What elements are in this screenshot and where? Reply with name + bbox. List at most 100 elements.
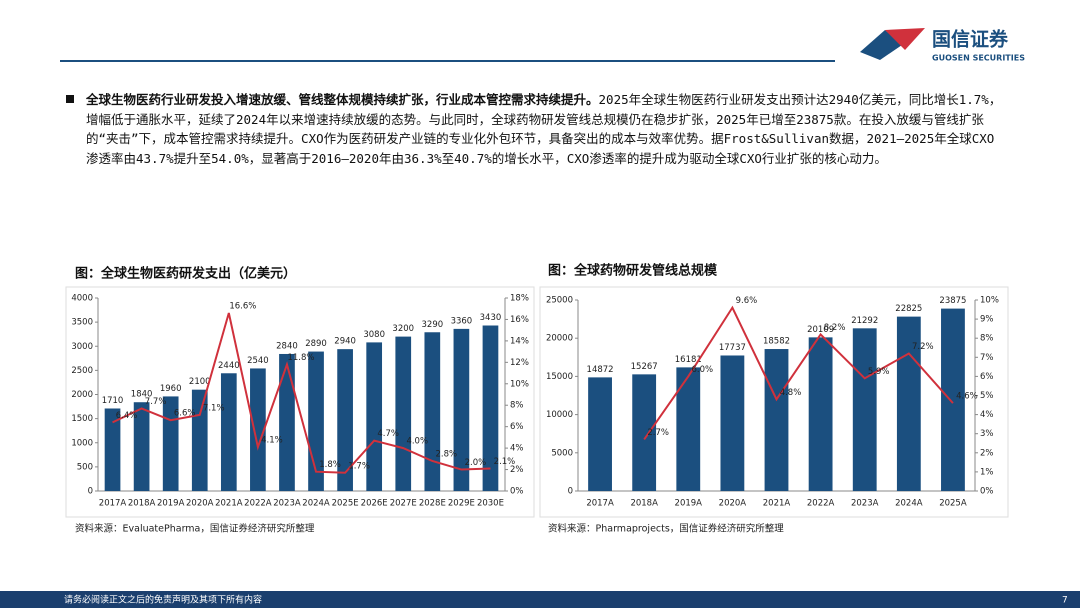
y2-tick-label: 7%: [980, 353, 994, 363]
bar: [337, 349, 353, 491]
bar-label: 2440: [218, 361, 240, 371]
y-tick-label: 3000: [71, 342, 93, 352]
bar-label: 2540: [247, 356, 269, 366]
bar: [808, 337, 833, 491]
x-tick-label: 2029E: [448, 499, 475, 509]
y-tick-label: 1000: [71, 438, 93, 448]
bar: [764, 349, 789, 491]
line-label: 6.0%: [691, 365, 713, 375]
x-tick-label: 2021A: [763, 499, 791, 509]
x-tick-label: 2017A: [99, 499, 127, 509]
y2-tick-label: 8%: [510, 401, 524, 411]
paragraph: 全球生物医药行业研发投入增速放缓、管线整体规模持续扩张，行业成本管控需求持续提升…: [86, 90, 1006, 168]
y2-tick-label: 16%: [510, 315, 529, 325]
y-tick-label: 4000: [71, 294, 93, 304]
y2-tick-label: 0%: [510, 487, 524, 497]
y2-tick-label: 12%: [510, 358, 529, 368]
line-label: 7.1%: [203, 403, 225, 413]
bar: [220, 373, 237, 491]
x-tick-label: 2023A: [851, 499, 879, 509]
y-tick-label: 1500: [71, 414, 93, 424]
logo-mark: [885, 28, 925, 50]
logo-en: GUOSEN SECURITIES: [932, 54, 1025, 63]
x-tick-label: 2025E: [332, 499, 359, 509]
bar-label: 22825: [895, 304, 922, 314]
line-label: 1.8%: [319, 460, 341, 470]
bar: [395, 336, 412, 491]
y-tick-label: 0: [568, 487, 573, 497]
y-tick-label: 25000: [546, 296, 573, 306]
chart-title: 图：全球药物研发管线总规模: [548, 263, 718, 279]
bullet: [66, 95, 74, 103]
logo-mark: [860, 30, 902, 60]
paragraph-lead: 全球生物医药行业研发投入增速放缓、管线整体规模持续扩张，行业成本管控需求持续提升…: [86, 92, 599, 107]
bar-label: 3360: [451, 316, 473, 326]
bar-label: 2100: [189, 377, 211, 387]
y-tick-label: 15000: [546, 372, 573, 382]
line-label: 9.6%: [736, 296, 758, 306]
footer-disclaimer: 请务必阅读正文之后的免责声明及其项下所有内容: [64, 594, 262, 606]
x-tick-label: 2019A: [675, 499, 703, 509]
x-tick-label: 2024A: [895, 499, 923, 509]
bar-label: 1710: [102, 396, 124, 406]
line: [112, 312, 491, 474]
bar: [104, 408, 121, 491]
y2-tick-label: 4%: [510, 444, 524, 454]
line-label: 2.8%: [436, 449, 458, 459]
y2-tick-label: 8%: [980, 334, 994, 344]
chart-frame: [65, 286, 535, 518]
bar: [279, 353, 295, 491]
bar: [588, 377, 612, 491]
chart-source: 资料来源：Pharmaprojects，国信证券经济研究所整理: [548, 523, 784, 535]
x-tick-label: 2023A: [273, 499, 301, 509]
x-tick-label: 2022A: [807, 499, 835, 509]
bar: [852, 328, 877, 491]
bar: [676, 367, 701, 491]
x-tick-label: 2018A: [128, 499, 156, 509]
bar-label: 2840: [276, 341, 298, 351]
bar-label: 16181: [675, 355, 702, 365]
logo-cn: 国信证券: [932, 28, 1009, 51]
y2-tick-label: 14%: [510, 336, 529, 346]
bar-label: 14872: [587, 365, 614, 375]
line-label: 8.2%: [824, 323, 846, 333]
bar-label: 17737: [719, 343, 746, 353]
line-label: 2.1%: [494, 457, 516, 467]
y2-tick-label: 4%: [980, 410, 994, 420]
bar-label: 2890: [305, 339, 327, 349]
line-label: 7.2%: [912, 342, 934, 352]
x-tick-label: 2026E: [361, 499, 388, 509]
bar-label: 3080: [363, 330, 385, 340]
x-tick-label: 2018A: [630, 499, 658, 509]
y-tick-label: 10000: [546, 410, 573, 420]
y-tick-label: 20000: [546, 334, 573, 344]
bar: [366, 342, 383, 491]
bar: [720, 355, 745, 491]
line-label: 4.0%: [406, 437, 428, 447]
bar: [424, 332, 441, 491]
y-tick-label: 500: [77, 462, 93, 472]
chart-source: 资料来源：EvaluatePharma，国信证券经济研究所整理: [75, 523, 315, 535]
bar-label: 18582: [763, 337, 790, 347]
y-tick-label: 5000: [551, 448, 573, 458]
x-tick-label: 2024A: [302, 499, 330, 509]
y2-tick-label: 6%: [980, 372, 994, 382]
x-tick-label: 2027E: [390, 499, 417, 509]
bar-label: 15267: [631, 362, 658, 372]
bar-label: 2940: [334, 337, 356, 347]
bar: [453, 328, 470, 491]
x-tick-label: 2019A: [157, 499, 185, 509]
line-label: 4.1%: [261, 436, 283, 446]
line-label: 6.6%: [174, 409, 196, 419]
x-tick-label: 2017A: [586, 499, 614, 509]
y2-tick-label: 1%: [980, 467, 994, 477]
bar-label: 3430: [480, 313, 502, 323]
chart-frame: [539, 286, 1009, 518]
y2-tick-label: 3%: [980, 429, 994, 439]
x-tick-label: 2028E: [419, 499, 446, 509]
y-tick-label: 2500: [71, 366, 93, 376]
y2-tick-label: 0%: [980, 487, 994, 497]
x-tick-label: 2025A: [939, 499, 967, 509]
line-label: 7.7%: [145, 397, 167, 407]
y2-tick-label: 2%: [510, 465, 524, 475]
